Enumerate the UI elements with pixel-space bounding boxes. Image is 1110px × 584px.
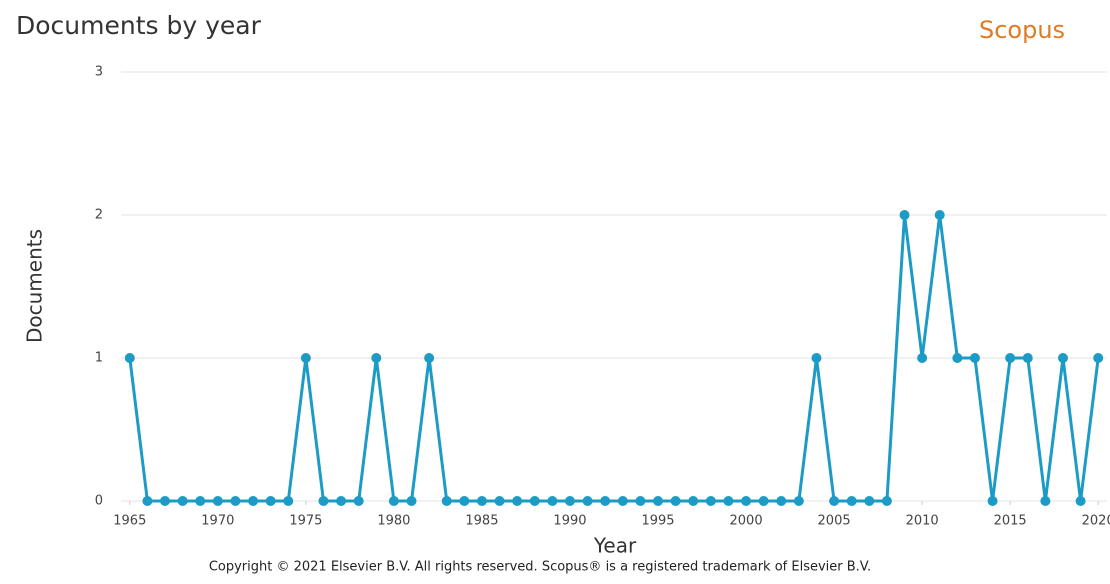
point: [1022, 353, 1033, 363]
point: [336, 496, 347, 506]
point: [793, 496, 804, 506]
point: [494, 496, 505, 506]
point: [899, 210, 910, 220]
point: [846, 496, 857, 506]
point: [1040, 496, 1051, 506]
point: [670, 496, 681, 506]
y-axis-label: Documents: [23, 229, 47, 343]
point: [1005, 353, 1016, 363]
x-axis-label: Year: [593, 534, 637, 558]
point: [547, 496, 558, 506]
point: [653, 496, 664, 506]
point: [952, 353, 963, 363]
x-tick-label: 2015: [994, 514, 1027, 529]
point: [829, 496, 840, 506]
point: [476, 496, 487, 506]
point: [987, 496, 998, 506]
point: [512, 496, 523, 506]
point: [300, 353, 311, 363]
point: [124, 353, 135, 363]
x-tick-label: 1980: [377, 514, 410, 529]
x-tick-label: 1990: [553, 514, 586, 529]
point: [582, 496, 593, 506]
point: [265, 496, 276, 506]
point: [881, 496, 892, 506]
point: [177, 496, 188, 506]
point: [723, 496, 734, 506]
y-tick-label: 0: [95, 494, 103, 509]
x-tick-label: 1995: [641, 514, 674, 529]
point: [688, 496, 699, 506]
point: [388, 496, 399, 506]
point: [353, 496, 364, 506]
point: [371, 353, 382, 363]
point: [758, 496, 769, 506]
x-tick-label: 1965: [113, 514, 146, 529]
line: [128, 213, 1100, 503]
point: [1057, 353, 1068, 363]
point: [917, 353, 928, 363]
point: [459, 496, 470, 506]
point: [617, 496, 628, 506]
point: [142, 496, 153, 506]
point: [424, 353, 435, 363]
point: [406, 496, 417, 506]
footer: Copyright © 2021 Elsevier B.V. All right…: [209, 560, 871, 575]
point: [934, 210, 945, 220]
point: [529, 496, 540, 506]
point: [318, 496, 329, 506]
point: [600, 496, 611, 506]
x-tick-label: 2010: [906, 514, 939, 529]
point: [564, 496, 575, 506]
x-tick-label: 1970: [201, 514, 234, 529]
point: [864, 496, 875, 506]
point: [195, 496, 206, 506]
x-tick-label: 1975: [289, 514, 322, 529]
point: [1093, 353, 1104, 363]
point: [283, 496, 294, 506]
point: [969, 353, 980, 363]
point: [776, 496, 787, 506]
point: [1075, 496, 1086, 506]
y-tick-label: 2: [95, 208, 103, 223]
point: [705, 496, 716, 506]
x-tick-label: 2000: [730, 514, 763, 529]
point: [230, 496, 241, 506]
point: [811, 353, 822, 363]
x-tick-label: 1985: [465, 514, 498, 529]
point: [160, 496, 171, 506]
brand: Scopus: [979, 16, 1065, 44]
point: [635, 496, 646, 506]
y-tick-label: 3: [95, 65, 103, 80]
point: [441, 496, 452, 506]
x-tick-label: 2020: [1082, 514, 1110, 529]
y-tick-label: 1: [95, 351, 103, 366]
x-tick-label: 2005: [818, 514, 851, 529]
chart-title: Documents by year: [16, 11, 262, 40]
point: [248, 496, 259, 506]
point: [741, 496, 752, 506]
point: [212, 496, 223, 506]
